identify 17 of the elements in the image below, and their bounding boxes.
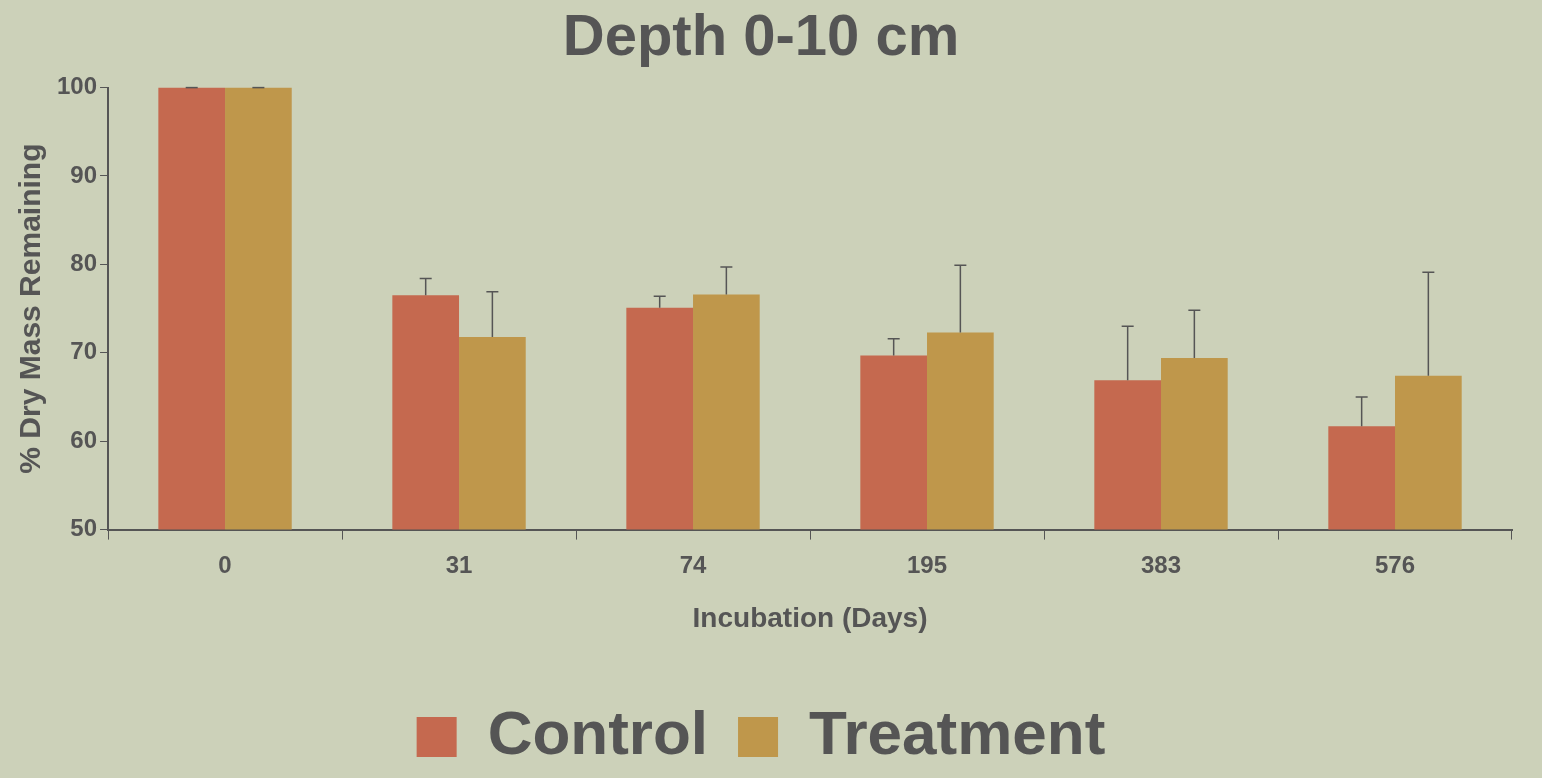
y-tick-label: 80 <box>70 249 98 277</box>
x-tick-label: 0 <box>218 550 232 578</box>
y-tick-label: 60 <box>70 425 98 453</box>
x-tick-label: 31 <box>445 550 473 578</box>
chart-title: Depth 0-10 cm <box>562 1 960 67</box>
y-axis-title: % Dry Mass Remaining <box>13 143 47 474</box>
x-tick-label: 74 <box>679 550 708 578</box>
legend-label: Control <box>487 698 709 768</box>
y-tick-label: 90 <box>70 160 98 188</box>
y-tick-label: 50 <box>70 514 98 542</box>
y-tick-label: 100 <box>57 72 98 100</box>
x-tick-label: 383 <box>1140 550 1182 578</box>
x-tick-label: 195 <box>906 550 948 578</box>
x-tick-label: 576 <box>1374 550 1416 578</box>
x-axis-title: Incubation (Days) <box>692 601 928 633</box>
y-tick-label: 70 <box>70 337 98 365</box>
legend-label: Treatment <box>809 698 1106 768</box>
